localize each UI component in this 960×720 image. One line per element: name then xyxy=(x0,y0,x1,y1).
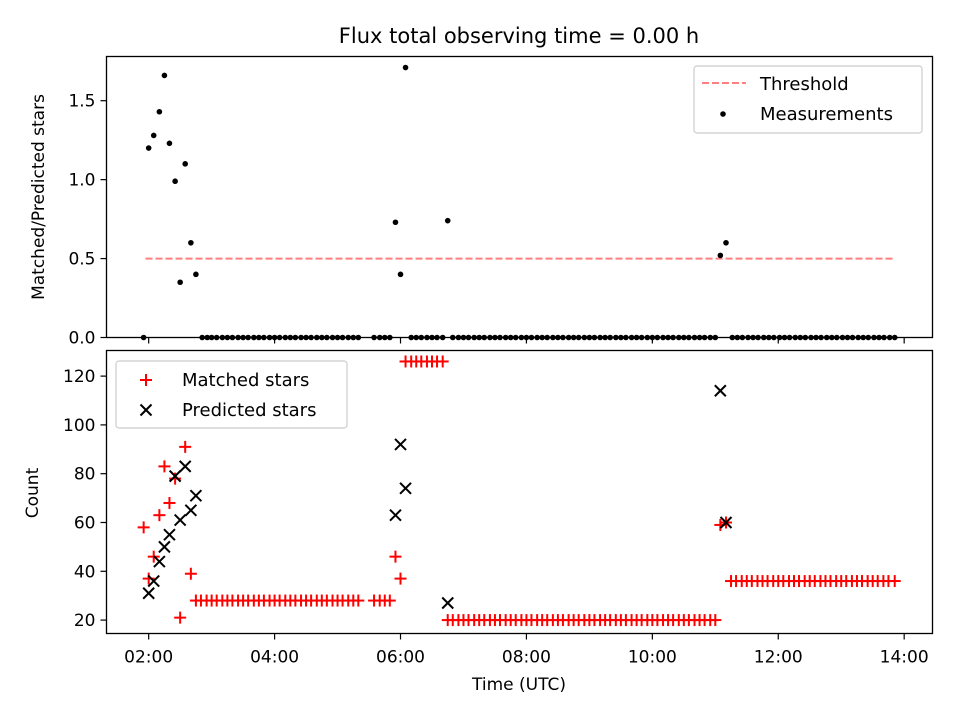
measurement-point xyxy=(161,72,168,79)
x-tick-label: 12:00 xyxy=(754,648,803,668)
legend-measurements-label: Measurements xyxy=(760,104,893,125)
top-axis-ticks: 0.0 0.5 1.0 1.5 xyxy=(68,92,905,349)
measurement-point xyxy=(392,219,399,226)
measurement-point xyxy=(177,279,183,286)
legend-threshold-label: Threshold xyxy=(759,74,849,95)
measurement-point xyxy=(182,161,188,167)
bottom-legend-box xyxy=(115,360,348,429)
x-tick-label: 06:00 xyxy=(376,648,425,668)
matched-star-point xyxy=(436,355,449,368)
matched-star-point xyxy=(394,572,407,585)
bottom-y-tick-label: 80 xyxy=(74,465,96,485)
predicted-star-point xyxy=(184,504,198,517)
matched-star-point xyxy=(888,575,901,588)
top-y-tick-label: 0.0 xyxy=(68,329,95,349)
bottom-y-tick-label: 60 xyxy=(74,513,96,533)
predicted-star-point xyxy=(399,482,412,495)
matched-star-point xyxy=(389,550,402,563)
predicted-star-point xyxy=(168,469,182,483)
bottom-panel: Count Time (UTC) 20 40 60 80 100 120 02:00 04:0… xyxy=(23,349,934,695)
legend-predicted-swatch xyxy=(139,403,153,417)
bottom-y-tick-label: 20 xyxy=(74,611,96,631)
measurement-point xyxy=(188,239,194,246)
top-panel: Flux total observing time = 0.00 h Match… xyxy=(29,24,934,349)
x-tick-label: 08:00 xyxy=(502,648,551,668)
top-legend-box xyxy=(693,65,923,134)
matched-star-point xyxy=(179,440,192,453)
predicted-star-point xyxy=(158,540,171,554)
top-y-tick-label: 0.5 xyxy=(68,250,95,270)
predicted-star-point xyxy=(147,574,160,588)
measurement-point xyxy=(145,145,152,151)
matched-star-point xyxy=(163,496,176,509)
legend-measurements-swatch xyxy=(720,111,726,117)
matched-star-point xyxy=(174,611,187,624)
predicted-star-point xyxy=(719,516,733,529)
measurement-point xyxy=(723,239,729,246)
predicted-star-point xyxy=(153,555,166,568)
measurement-point xyxy=(150,132,157,139)
matched-star-point xyxy=(137,521,150,534)
legend-predicted-label: Predicted stars xyxy=(182,400,316,421)
predicted-star-point xyxy=(163,528,176,541)
x-axis-label: Time (UTC) xyxy=(471,675,566,695)
top-axes-frame xyxy=(105,55,934,339)
predicted-star-point xyxy=(441,596,454,610)
bottom-points-layer xyxy=(137,355,901,627)
matched-star-point xyxy=(709,614,722,627)
measurement-point xyxy=(193,271,199,278)
measurement-point xyxy=(397,271,404,278)
bottom-y-tick-label: 40 xyxy=(74,562,96,582)
predicted-star-point xyxy=(173,513,187,527)
top-y-tick-label: 1.0 xyxy=(68,171,95,191)
top-legend: Threshold Measurements xyxy=(693,65,923,134)
matched-star-point xyxy=(383,594,396,607)
bottom-y-tick-label: 100 xyxy=(63,416,95,436)
predicted-star-point xyxy=(389,508,402,522)
matched-star-point xyxy=(352,594,365,607)
legend-matched-label: Matched stars xyxy=(182,370,309,391)
measurement-point xyxy=(444,217,451,224)
legend-matched-swatch xyxy=(140,374,152,386)
matched-star-point xyxy=(184,567,197,580)
measurement-point xyxy=(172,178,178,185)
matched-star-point xyxy=(153,509,166,522)
x-tick-label: 14:00 xyxy=(880,648,929,668)
bottom-legend: Matched stars Predicted stars xyxy=(115,360,348,429)
bottom-axis-ticks: 20 40 60 80 100 120 02:00 04:00 06:00 08:00 10:00 1… xyxy=(63,367,929,667)
top-y-axis-label: Matched/Predicted stars xyxy=(29,94,49,300)
measurement-point xyxy=(166,140,173,147)
predicted-star-point xyxy=(178,460,192,473)
bottom-axes-frame xyxy=(105,349,934,635)
predicted-star-point xyxy=(142,587,155,600)
measurement-point xyxy=(156,108,163,115)
x-tick-label: 04:00 xyxy=(250,648,299,668)
bottom-y-tick-label: 120 xyxy=(63,367,95,387)
matched-star-point xyxy=(158,460,171,473)
predicted-star-point xyxy=(714,384,727,397)
predicted-star-point xyxy=(394,438,407,451)
matched-star-point xyxy=(169,472,182,485)
bottom-y-axis-label: Count xyxy=(23,467,43,518)
measurement-point xyxy=(717,252,724,259)
x-tick-label: 10:00 xyxy=(628,648,677,668)
chart-title: Flux total observing time = 0.00 h xyxy=(339,24,699,48)
measurement-point xyxy=(402,64,409,71)
top-y-tick-label: 1.5 xyxy=(68,92,95,112)
x-tick-label: 02:00 xyxy=(124,648,173,668)
predicted-star-point xyxy=(189,489,203,502)
